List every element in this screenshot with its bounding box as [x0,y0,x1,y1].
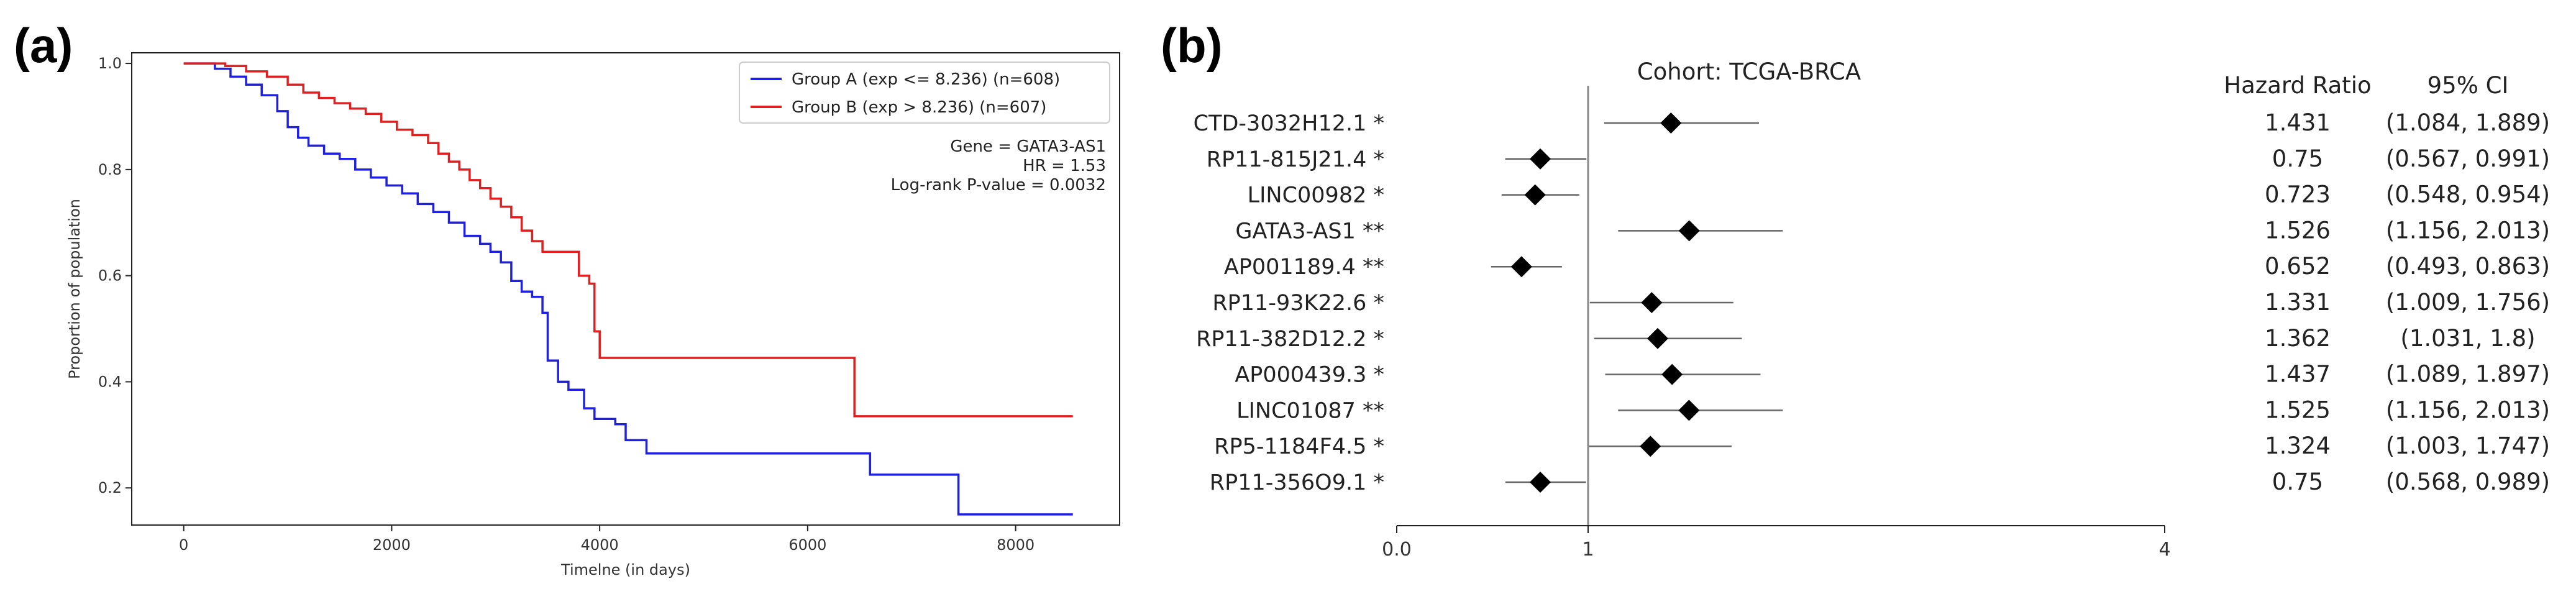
forest-row: GATA3-AS1 ** 1.526 (1.156, 2.013) [1235,217,2550,244]
forest-row: AP001189.4 ** 0.652 (0.493, 0.863) [1224,253,2550,280]
km-annotation-pvalue: Log-rank P-value = 0.0032 [891,176,1106,194]
forest-hr-marker [1530,148,1551,170]
forest-ci-value: (1.156, 2.013) [2386,396,2550,423]
forest-hr-value: 1.431 [2265,109,2331,136]
forest-hr-value: 0.75 [2272,145,2323,172]
forest-hr-value: 1.525 [2265,396,2331,423]
forest-ci-value: (1.009, 1.756) [2386,289,2550,316]
forest-ci-value: (0.548, 0.954) [2386,181,2550,208]
km-y-tick-label: 0.4 [98,373,122,390]
forest-hr-marker [1524,184,1546,206]
km-annotation-hr: HR = 1.53 [1023,157,1106,175]
km-x-tick-label: 2000 [373,536,411,554]
forest-hr-value: 0.723 [2265,181,2331,208]
km-x-axis-label: Timelne (in days) [560,561,690,578]
forest-hr-value: 0.75 [2272,469,2323,495]
forest-rows: CTD-3032H12.1 * 1.431 (1.084, 1.889) RP11-8… [1194,109,2550,495]
km-y-axis: 0.2 0.4 0.6 0.8 1.0 [98,55,132,496]
forest-row-label: AP001189.4 ** [1224,255,1384,280]
km-x-tick-label: 4000 [581,536,619,554]
forest-row: RP11-382D12.2 * 1.362 (1.031, 1.8) [1196,325,2535,352]
forest-hr-value: 1.437 [2265,361,2331,388]
forest-ci-value: (1.089, 1.897) [2386,361,2550,388]
km-y-tick-label: 0.8 [98,161,122,178]
forest-x-axis: 0.0 1 4 [1382,86,2171,560]
forest-title: Cohort: TCGA-BRCA [1637,58,1861,85]
forest-hr-value: 1.526 [2265,217,2331,244]
km-y-axis-label: Proportion of population [66,199,83,379]
panel-label-b: (b) [1161,18,1223,73]
km-y-tick-label: 0.2 [98,479,122,496]
km-curve-group-b [183,62,1073,418]
forest-hr-value: 1.362 [2265,325,2331,352]
forest-x-tick-label: 0.0 [1382,539,1412,560]
km-legend-box [739,62,1110,124]
forest-row-label: GATA3-AS1 ** [1235,219,1384,244]
km-x-tick-label: 6000 [788,536,826,554]
km-legend-label-group-b: Group B (exp > 8.236) (n=607) [792,98,1046,117]
forest-hr-marker [1640,436,1661,457]
forest-hr-value: 1.324 [2265,432,2331,459]
forest-chart: Cohort: TCGA-BRCA Hazard Ratio 95% CI CT… [1194,58,2550,560]
km-y-tick-label: 0.6 [98,267,122,285]
forest-row: LINC01087 ** 1.525 (1.156, 2.013) [1236,396,2550,423]
forest-row-label: AP000439.3 * [1235,363,1384,388]
forest-ci-value: (1.003, 1.747) [2386,432,2550,459]
forest-row: RP11-356O9.1 * 0.75 (0.568, 0.989) [1210,469,2550,495]
forest-ci-value: (0.493, 0.863) [2386,253,2550,280]
forest-row-label: RP11-815J21.4 * [1207,147,1384,172]
forest-x-tick-label: 1 [1582,539,1594,560]
forest-hr-marker [1647,327,1668,349]
forest-ci-value: (1.031, 1.8) [2400,325,2535,352]
km-annotation-gene: Gene = GATA3-AS1 [950,137,1106,156]
forest-row: RP5-1184F4.5 * 1.324 (1.003, 1.747) [1214,432,2550,459]
panel-label-a: (a) [14,18,73,73]
km-chart: 0.2 0.4 0.6 0.8 1.0 0 2000 4000 6000 8000 Timeln… [66,52,1120,578]
km-legend-label-group-a: Group A (exp <= 8.236) (n=608) [792,70,1060,89]
forest-hr-marker [1660,112,1682,134]
km-x-tick-label: 8000 [997,536,1035,554]
forest-ci-value: (1.156, 2.013) [2386,217,2550,244]
forest-ci-value: (0.568, 0.989) [2386,469,2550,495]
forest-row-label: RP11-356O9.1 * [1210,470,1384,495]
km-annotation: Gene = GATA3-AS1 HR = 1.53 Log-rank P-va… [891,137,1106,194]
forest-ci-value: (0.567, 0.991) [2386,145,2550,172]
forest-row-label: CTD-3032H12.1 * [1194,111,1384,136]
forest-row-label: RP5-1184F4.5 * [1214,434,1384,459]
forest-row: RP11-93K22.6 * 1.331 (1.009, 1.756) [1212,289,2550,316]
forest-hr-marker [1530,472,1551,493]
forest-hr-marker [1678,400,1700,421]
forest-hr-marker [1641,292,1663,313]
forest-hr-marker [1661,364,1683,385]
km-x-axis: 0 2000 4000 6000 8000 [179,525,1035,554]
forest-hr-marker [1510,256,1532,278]
forest-hr-marker [1678,220,1700,242]
km-curve-group-a [183,62,1073,516]
forest-row: LINC00982 * 0.723 (0.548, 0.954) [1248,181,2551,208]
forest-hr-value: 1.331 [2265,289,2331,316]
forest-header-hazard-ratio: Hazard Ratio [2224,72,2371,99]
forest-row: AP000439.3 * 1.437 (1.089, 1.897) [1235,361,2550,388]
forest-row: RP11-815J21.4 * 0.75 (0.567, 0.991) [1207,145,2550,172]
forest-row-label: LINC01087 ** [1236,398,1384,423]
km-legend: Group A (exp <= 8.236) (n=608) Group B (… [739,62,1110,124]
km-curves [183,62,1073,516]
forest-row-label: RP11-93K22.6 * [1212,291,1384,316]
forest-row: CTD-3032H12.1 * 1.431 (1.084, 1.889) [1194,109,2550,136]
forest-row-label: LINC00982 * [1248,183,1384,208]
forest-ci-value: (1.084, 1.889) [2386,109,2550,136]
km-plot-frame [131,52,1120,526]
forest-hr-value: 0.652 [2265,253,2331,280]
km-y-tick-label: 1.0 [98,55,122,72]
forest-x-tick-label: 4 [2158,539,2170,560]
forest-header-ci: 95% CI [2428,72,2509,99]
forest-row-label: RP11-382D12.2 * [1196,327,1384,352]
km-x-tick-label: 0 [179,536,188,554]
